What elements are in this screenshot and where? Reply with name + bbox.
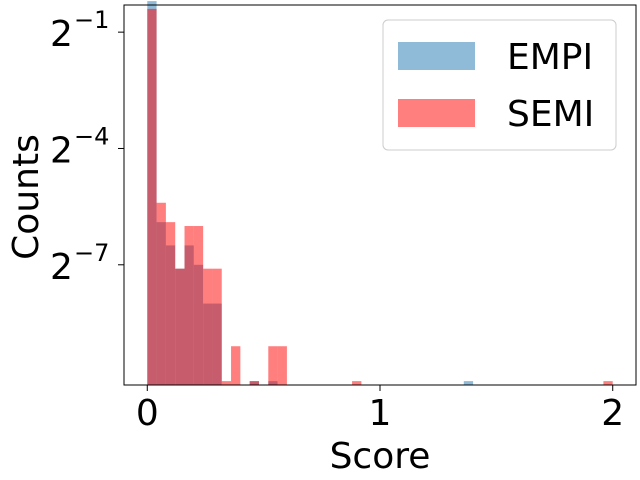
bar-semi-11 bbox=[268, 346, 278, 385]
bar-semi-1 bbox=[156, 202, 166, 385]
x-axis-label: Score bbox=[330, 436, 431, 477]
y-tick-label-base-2: 2 bbox=[50, 247, 73, 288]
y-axis-label: Counts bbox=[6, 134, 47, 260]
y-tick-label-base-1: 2 bbox=[50, 130, 73, 171]
y-axis-ticks: 2 −12 −42 −7 bbox=[50, 6, 124, 288]
legend-label-empi: EMPI bbox=[507, 37, 593, 78]
bar-semi-9 bbox=[231, 346, 241, 385]
bar-semi-10 bbox=[249, 381, 259, 385]
y-tick-label-exponent-2: −7 bbox=[74, 239, 109, 267]
bar-semi-14 bbox=[603, 381, 613, 385]
legend-label-semi: SEMI bbox=[507, 94, 594, 135]
bar-semi-3 bbox=[175, 268, 185, 385]
x-tick-label-0: 0 bbox=[136, 393, 159, 434]
bar-semi-5 bbox=[193, 226, 204, 385]
y-tick-label-base-0: 2 bbox=[50, 14, 73, 55]
bar-semi-7 bbox=[212, 268, 222, 385]
bar-empi-10 bbox=[463, 381, 474, 385]
bar-semi-4 bbox=[184, 226, 194, 385]
bar-semi-2 bbox=[165, 222, 176, 385]
bar-semi-8 bbox=[221, 381, 232, 385]
x-axis-ticks: 0 1 2 bbox=[136, 385, 624, 434]
bar-semi-12 bbox=[277, 346, 287, 385]
x-tick-label-2: 2 bbox=[601, 393, 624, 434]
legend-swatch-empi bbox=[398, 42, 475, 70]
legend: EMPI SEMI bbox=[382, 19, 617, 151]
legend-swatch-semi bbox=[398, 99, 475, 127]
x-tick-label-1: 1 bbox=[369, 393, 392, 434]
bars-layer bbox=[147, 1, 613, 386]
y-tick-label-exponent-0: −1 bbox=[74, 6, 109, 34]
bar-semi-6 bbox=[203, 268, 213, 385]
bar-semi-0 bbox=[147, 8, 157, 385]
bar-semi-13 bbox=[352, 381, 362, 385]
y-tick-label-exponent-1: −4 bbox=[74, 122, 109, 150]
